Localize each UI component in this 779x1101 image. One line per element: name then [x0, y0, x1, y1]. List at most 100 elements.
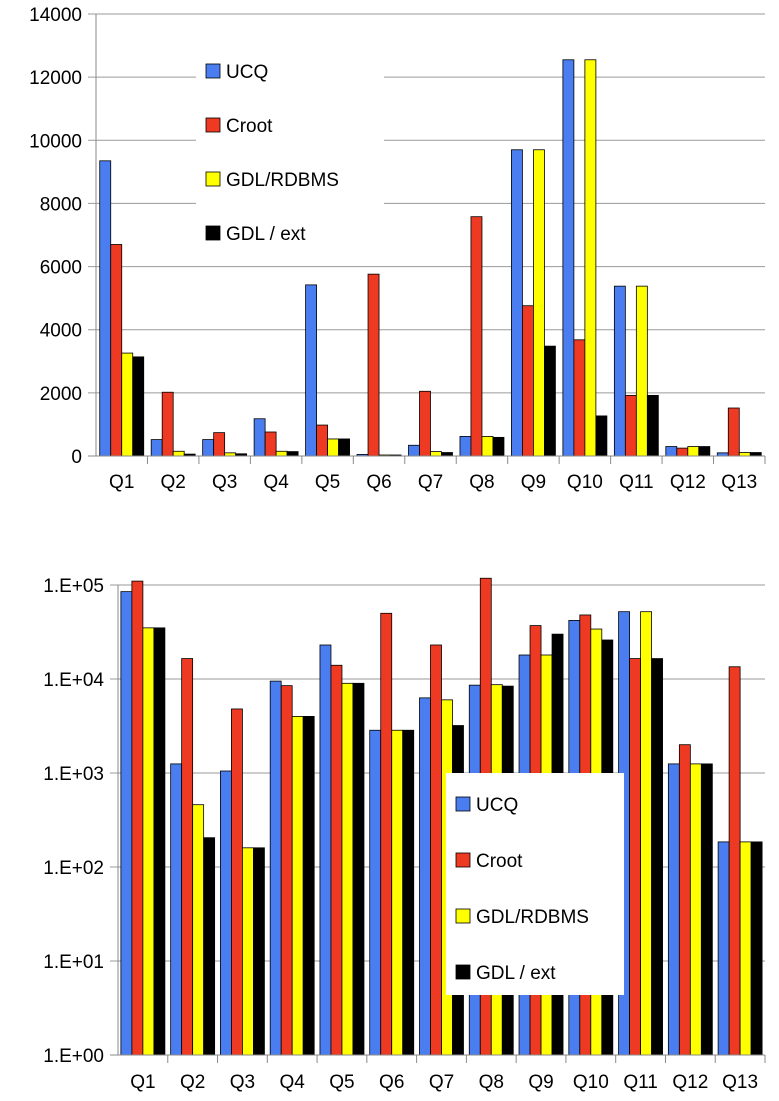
- bar-ucq: [408, 444, 420, 457]
- bar-croot: [624, 394, 637, 457]
- legend-swatch: [455, 964, 471, 980]
- y-tick-label: 10000: [29, 131, 82, 152]
- x-tick-label: Q6: [366, 472, 391, 493]
- x-tick-label: Q2: [180, 1072, 205, 1093]
- bar-gdl-rdbms: [430, 451, 442, 457]
- x-tick-label: Q2: [161, 472, 186, 493]
- x-tick-label: Q13: [722, 1072, 758, 1093]
- bar-ucq: [369, 729, 382, 1056]
- bar-ucq: [305, 284, 317, 457]
- bar-gdl-ext: [253, 847, 265, 1056]
- x-tick-label: Q7: [418, 472, 443, 493]
- bar-gdl-ext: [698, 446, 711, 457]
- bar-croot: [110, 244, 123, 457]
- x-tick-label: Q6: [379, 1072, 404, 1093]
- x-tick-label: Q1: [109, 472, 134, 493]
- bar-croot: [678, 744, 691, 1056]
- bar-gdl-rdbms: [481, 436, 494, 457]
- bar-gdl-rdbms: [533, 149, 545, 457]
- bar-ucq: [459, 436, 472, 457]
- x-tick-label: Q13: [721, 472, 757, 493]
- x-tick-label: Q7: [429, 1072, 454, 1093]
- bar-croot: [522, 305, 534, 457]
- bar-ucq: [220, 770, 232, 1056]
- x-tick-label: Q5: [329, 1072, 354, 1093]
- bar-gdl-rdbms: [121, 352, 134, 457]
- bar-gdl-ext: [492, 436, 505, 457]
- y-tick-label: 1.E+05: [43, 576, 104, 597]
- y-tick-label: 6000: [40, 258, 82, 279]
- y-tick-label: 2000: [40, 384, 82, 405]
- bar-gdl-ext: [544, 345, 556, 457]
- bar-croot: [419, 390, 431, 457]
- x-tick-label: Q9: [521, 472, 546, 493]
- bar-gdl-ext: [203, 837, 216, 1056]
- bar-ucq: [419, 697, 431, 1056]
- bar-ucq: [319, 644, 332, 1056]
- bar-gdl-ext: [595, 415, 608, 457]
- bar-gdl-ext: [749, 452, 762, 457]
- x-tick-label: Q5: [315, 472, 340, 493]
- bar-croot: [131, 580, 144, 1056]
- legend-swatch: [455, 852, 471, 868]
- x-tick-label: Q12: [672, 1072, 708, 1093]
- bar-ucq: [667, 763, 680, 1056]
- x-tick-label: Q12: [670, 472, 706, 493]
- bar-gdl-ext: [352, 682, 365, 1056]
- bar-croot: [181, 658, 194, 1056]
- bar-ucq: [269, 680, 282, 1056]
- bar-croot: [280, 685, 293, 1056]
- y-tick-label: 12000: [29, 68, 82, 89]
- x-tick-label: Q10: [567, 472, 603, 493]
- y-tick-label: 1.E+00: [43, 1046, 104, 1067]
- chart-linear: 0 2000 4000 6000 8000 10000 12000 14000 Q1 Q2 Q3 Q4…: [29, 5, 766, 493]
- bar-croot: [231, 708, 243, 1056]
- y-tick-label: 1.E+02: [43, 858, 104, 879]
- bar-gdl-ext: [132, 356, 145, 457]
- bar-croot: [161, 391, 174, 457]
- bar-gdl-ext: [153, 627, 166, 1056]
- bar-gdl-rdbms: [687, 446, 700, 457]
- bar-ucq: [170, 763, 183, 1056]
- legend-label: GDL/RDBMS: [226, 170, 339, 191]
- bar-gdl-rdbms: [192, 804, 205, 1056]
- legend-label: UCQ: [476, 795, 518, 816]
- bar-ucq: [665, 446, 678, 457]
- bar-ucq: [99, 160, 112, 457]
- y-tick-label: 1.E+01: [43, 952, 104, 973]
- bar-gdl-rdbms: [291, 716, 304, 1056]
- x-tick-label: Q8: [479, 1072, 504, 1093]
- bar-gdl-ext: [750, 841, 763, 1056]
- bar-croot: [629, 658, 641, 1056]
- bar-croot: [727, 407, 740, 457]
- legend-label: Croot: [476, 851, 523, 872]
- bar-gdl-ext: [651, 658, 663, 1056]
- legend-label: UCQ: [226, 62, 268, 83]
- legend-label: GDL / ext: [476, 963, 556, 984]
- bar-gdl-ext: [646, 394, 659, 457]
- y-tick-label: 1.E+03: [43, 764, 104, 785]
- bar-ucq: [150, 439, 163, 457]
- bar-croot: [213, 432, 226, 457]
- x-tick-label: Q4: [263, 472, 289, 493]
- bar-gdl-rdbms: [584, 59, 597, 457]
- bar-ucq: [120, 591, 133, 1056]
- legend-swatch: [205, 117, 221, 133]
- y-tick-label: 0: [71, 447, 82, 468]
- bar-ucq: [511, 149, 523, 457]
- x-tick-label: Q1: [130, 1072, 155, 1093]
- bar-gdl-rdbms: [242, 847, 254, 1056]
- x-tick-label: Q9: [528, 1072, 553, 1093]
- bar-croot: [430, 644, 442, 1056]
- bar-ucq: [613, 285, 626, 457]
- x-tick-label: Q10: [573, 1072, 609, 1093]
- legend-swatch: [455, 908, 471, 924]
- bar-gdl-ext: [286, 451, 299, 457]
- bar-ucq: [717, 841, 730, 1056]
- x-tick-label: Q11: [619, 472, 654, 493]
- legend-box: [196, 44, 384, 262]
- bar-gdl-rdbms: [635, 285, 648, 457]
- bar-gdl-rdbms: [640, 611, 652, 1056]
- bar-gdl-rdbms: [275, 450, 288, 457]
- bar-gdl-ext: [402, 729, 415, 1056]
